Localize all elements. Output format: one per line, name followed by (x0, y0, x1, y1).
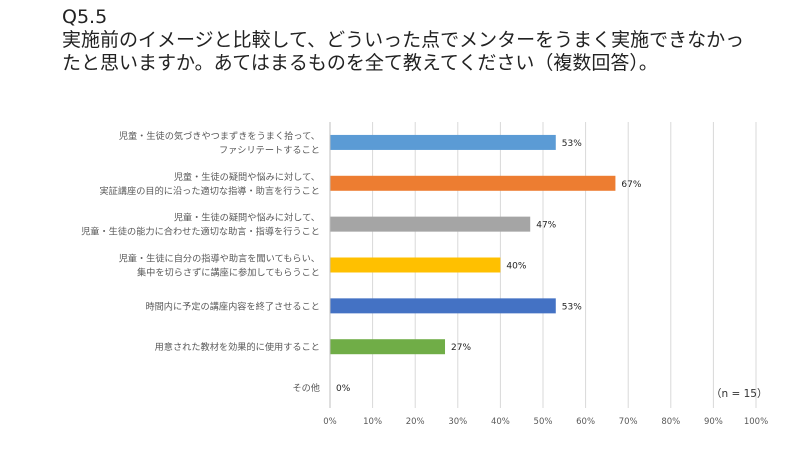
category-label: 時間内に予定の講座内容を終了させること (145, 300, 320, 312)
value-label: 27% (451, 343, 471, 353)
category-label: その他 (292, 382, 320, 394)
category-label: 実証講座の目的に沿った適切な指導・助言を行うこと (100, 185, 321, 197)
value-label: 0% (336, 384, 351, 394)
category-label: 児童・生徒に自分の指導や助言を聞いてもらい、 (119, 253, 320, 265)
x-tick-label: 10% (363, 417, 382, 427)
x-tick-label: 100% (744, 417, 768, 427)
value-label: 67% (621, 180, 641, 190)
x-tick-label: 60% (576, 417, 595, 427)
x-tick-label: 80% (661, 417, 680, 427)
bar (330, 134, 556, 150)
sample-size-note: （n = 15） (711, 388, 768, 400)
x-tick-label: 70% (619, 417, 638, 427)
category-label: 集中を切らさずに講座に参加してもらうこと (137, 267, 320, 279)
bar (330, 257, 501, 273)
x-tick-label: 0% (323, 417, 337, 427)
category-label: ファシリテートすること (219, 145, 320, 156)
category-label: 用意された教材を効果的に使用すること (155, 341, 320, 353)
bar (330, 216, 531, 232)
category-label: 児童・生徒の気づきやつまずきをうまく拾って、 (119, 130, 320, 142)
value-label: 53% (562, 139, 582, 149)
bar (330, 175, 616, 191)
value-label: 40% (506, 262, 526, 272)
category-label: 児童・生徒の疑問や悩みに対して、 (174, 171, 320, 183)
x-tick-label: 50% (534, 417, 553, 427)
category-label: 児童・生徒の能力に合わせた適切な助言・指導を行うこと (81, 226, 320, 238)
value-label: 47% (536, 221, 556, 231)
x-tick-label: 20% (406, 417, 425, 427)
question-title: Q5.5 実施前のイメージと比較して、どういった点でメンターをうまく実施できなか… (62, 6, 745, 74)
bar (330, 298, 556, 314)
x-tick-label: 30% (448, 417, 467, 427)
x-tick-label: 90% (704, 417, 723, 427)
value-label: 53% (562, 302, 582, 312)
bar (330, 339, 446, 355)
category-label: 児童・生徒の疑問や悩みに対して、 (174, 212, 320, 224)
x-tick-label: 40% (491, 417, 510, 427)
